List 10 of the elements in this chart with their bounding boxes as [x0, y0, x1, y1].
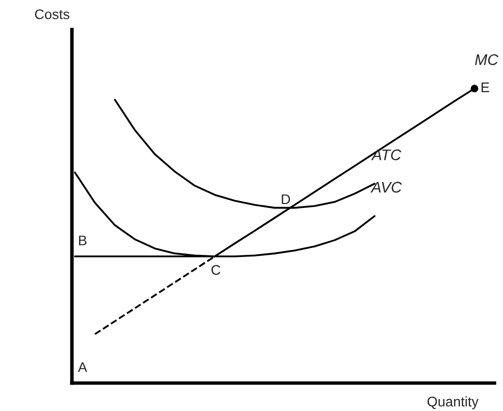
annotation: B: [79, 236, 86, 246]
annotation: A: [78, 362, 88, 372]
annotation: D: [282, 194, 290, 204]
x-axis-title: Quantity: [427, 396, 479, 410]
series-label: ATC: [371, 149, 402, 160]
series-label: AVC: [370, 182, 402, 193]
series-label: MC: [475, 54, 498, 66]
annotation: E: [482, 82, 490, 92]
y-axis-title: Costs: [35, 9, 70, 20]
annotation: C: [211, 265, 220, 275]
